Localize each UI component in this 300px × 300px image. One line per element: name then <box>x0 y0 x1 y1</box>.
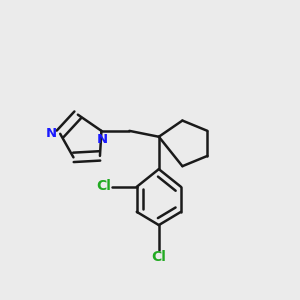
Text: N: N <box>96 133 108 146</box>
Text: Cl: Cl <box>152 250 166 265</box>
Text: N: N <box>46 127 57 140</box>
Text: Cl: Cl <box>96 179 111 193</box>
